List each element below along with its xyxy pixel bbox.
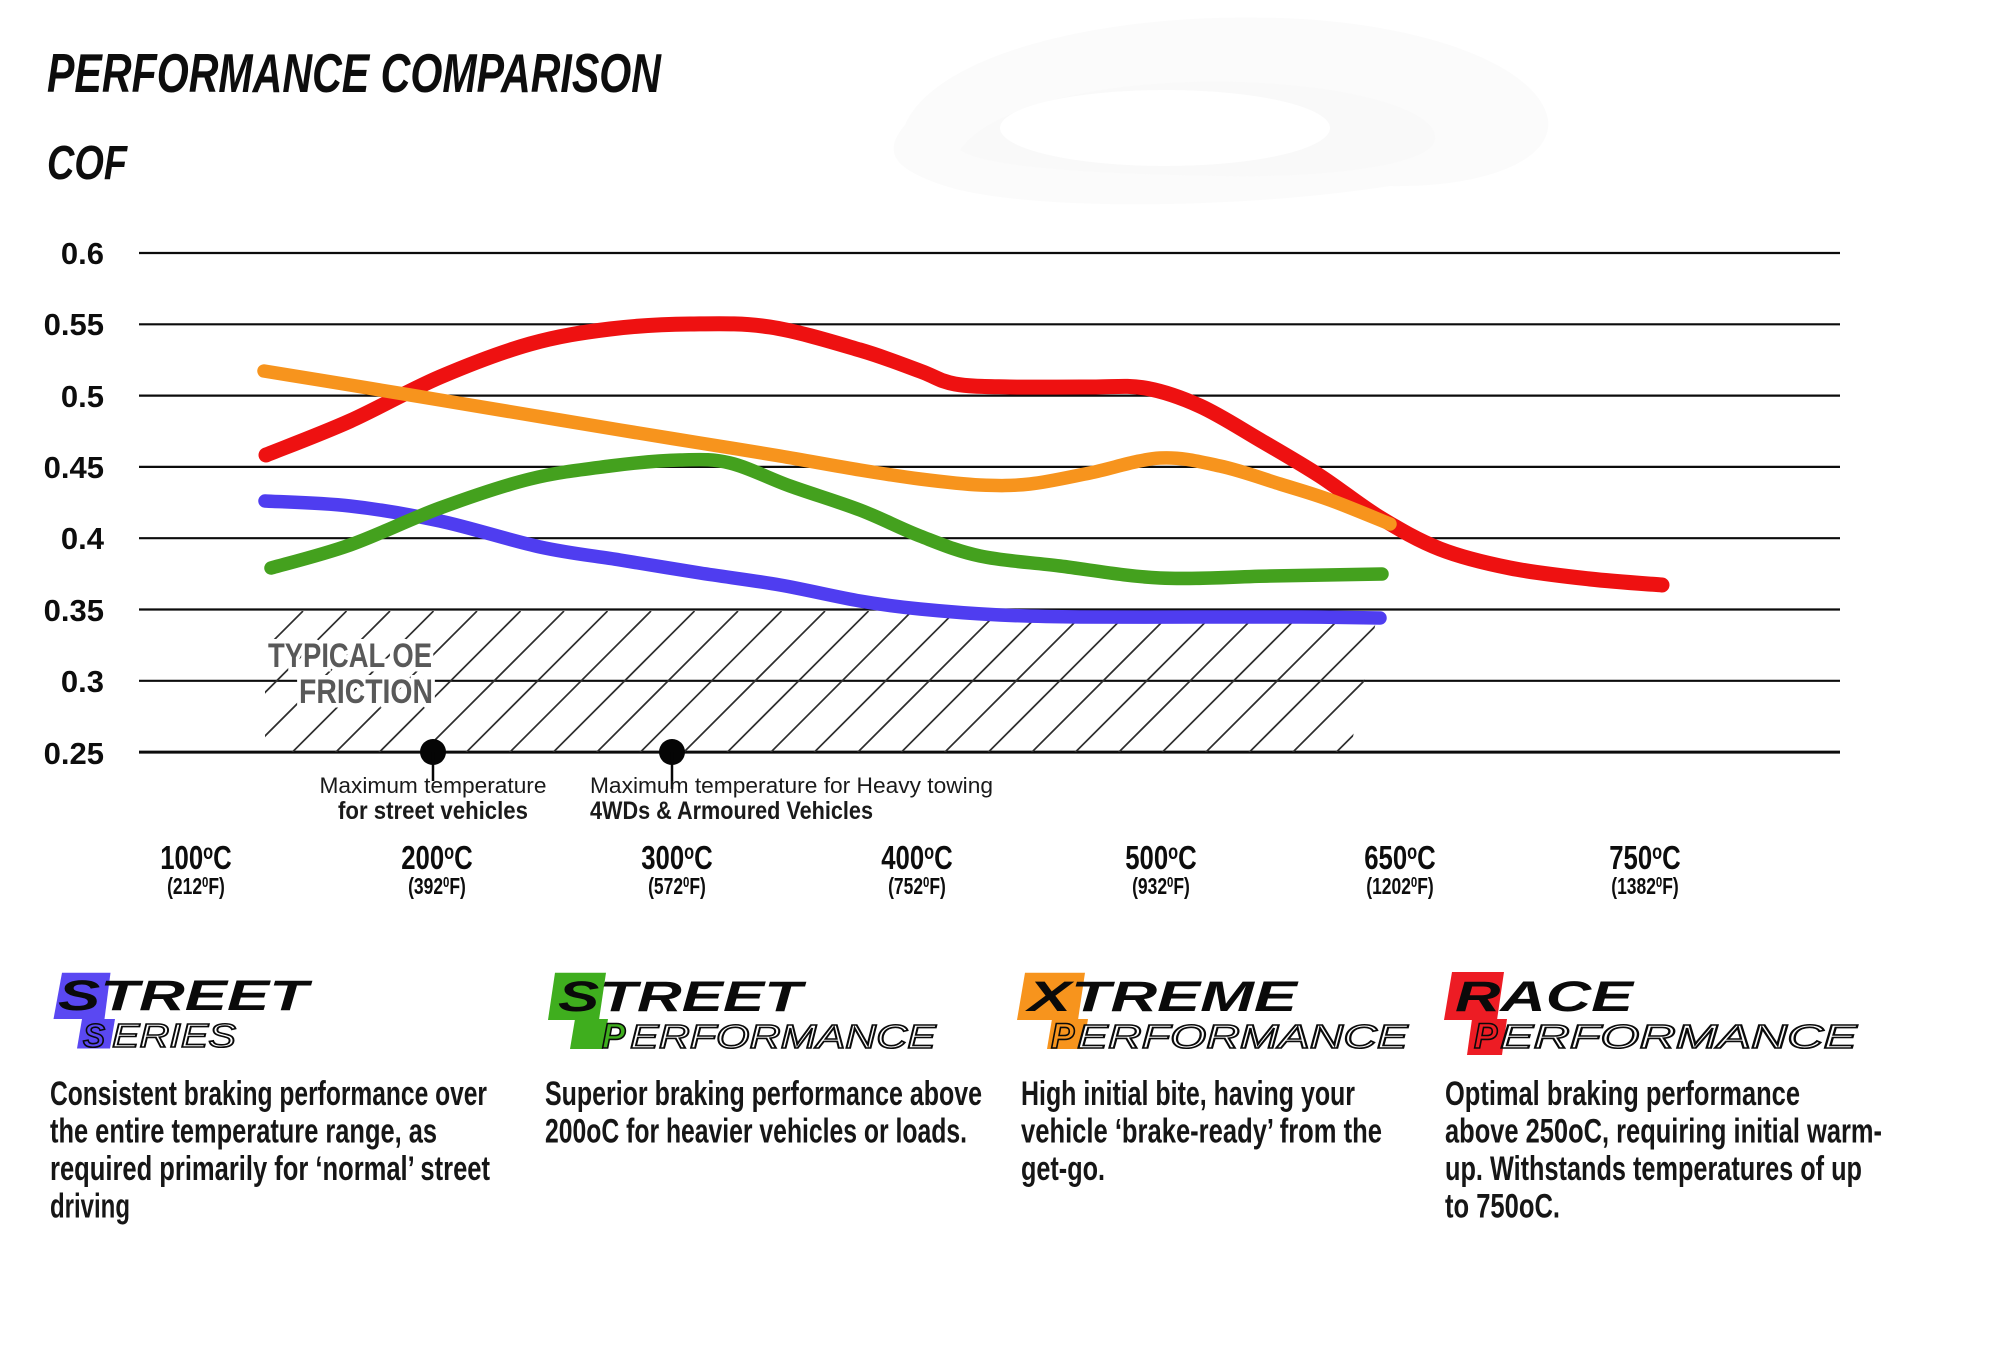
svg-text:0.3: 0.3 — [61, 664, 104, 699]
svg-text:(5720F): (5720F) — [648, 873, 706, 899]
svg-text:0.6: 0.6 — [61, 236, 104, 271]
svg-text:650oC: 650oC — [1364, 840, 1436, 877]
svg-text:100oC: 100oC — [160, 840, 232, 877]
svg-text:200oC for heavier vehicles or: 200oC for heavier vehicles or loads. — [545, 1113, 967, 1151]
svg-text:200oC: 200oC — [401, 840, 473, 877]
svg-text:required primarily for ‘normal: required primarily for ‘normal’ street — [50, 1150, 490, 1188]
svg-text:RACE: RACE — [1455, 973, 1635, 1021]
svg-text:Superior braking performance a: Superior braking performance above — [545, 1075, 982, 1113]
svg-text:P: P — [1051, 1017, 1075, 1056]
svg-text:vehicle ‘brake-ready’ from the: vehicle ‘brake-ready’ from the — [1021, 1113, 1382, 1151]
svg-text:300oC: 300oC — [641, 840, 713, 877]
svg-text:STREET: STREET — [58, 972, 313, 1020]
svg-text:750oC: 750oC — [1609, 840, 1681, 877]
svg-text:get-go.: get-go. — [1021, 1150, 1105, 1188]
svg-text:High initial bite, having your: High initial bite, having your — [1021, 1075, 1355, 1113]
svg-text:ERFORMANCE: ERFORMANCE — [630, 1018, 937, 1055]
svg-text:S: S — [83, 1017, 105, 1054]
svg-text:XTREME: XTREME — [1025, 973, 1299, 1021]
svg-text:(3920F): (3920F) — [408, 873, 466, 899]
svg-text:(9320F): (9320F) — [1132, 873, 1190, 899]
svg-text:0.45: 0.45 — [44, 450, 104, 485]
svg-text:P: P — [1474, 1017, 1498, 1056]
svg-text:Maximum temperature for Heavy: Maximum temperature for Heavy towing — [590, 773, 993, 798]
svg-text:0.35: 0.35 — [44, 593, 104, 628]
svg-text:0.5: 0.5 — [61, 379, 104, 414]
svg-text:to 750oC.: to 750oC. — [1445, 1188, 1560, 1226]
svg-text:4WDs & Armoured Vehicles: 4WDs & Armoured Vehicles — [590, 797, 873, 825]
svg-text:PERFORMANCE COMPARISON: PERFORMANCE COMPARISON — [47, 42, 662, 104]
svg-text:TYPICAL OE: TYPICAL OE — [268, 637, 432, 675]
svg-text:0.25: 0.25 — [44, 736, 104, 771]
svg-text:ERFORMANCE: ERFORMANCE — [1077, 1018, 1409, 1055]
svg-text:ERFORMANCE: ERFORMANCE — [1500, 1018, 1858, 1055]
svg-text:Optimal braking performance: Optimal braking performance — [1445, 1075, 1800, 1113]
svg-text:(2120F): (2120F) — [167, 873, 225, 899]
svg-text:up. Withstands temperatures of: up. Withstands temperatures of up — [1445, 1150, 1862, 1188]
svg-text:for street vehicles: for street vehicles — [338, 797, 528, 825]
svg-text:0.55: 0.55 — [44, 307, 104, 342]
svg-text:Maximum temperature: Maximum temperature — [320, 773, 547, 798]
svg-text:(12020F): (12020F) — [1366, 873, 1433, 899]
svg-text:ERIES: ERIES — [112, 1017, 236, 1054]
svg-text:500oC: 500oC — [1125, 840, 1197, 877]
svg-text:COF: COF — [47, 137, 128, 190]
svg-text:STREET: STREET — [558, 973, 807, 1021]
svg-text:0.4: 0.4 — [61, 521, 105, 556]
svg-text:400oC: 400oC — [881, 840, 953, 877]
svg-text:(7520F): (7520F) — [888, 873, 946, 899]
svg-text:FRICTION: FRICTION — [299, 673, 433, 711]
svg-text:P: P — [602, 1017, 626, 1056]
svg-text:above 250oC, requiring initial: above 250oC, requiring initial warm- — [1445, 1113, 1882, 1151]
svg-text:driving: driving — [50, 1188, 130, 1226]
svg-text:(13820F): (13820F) — [1611, 873, 1678, 899]
svg-text:Consistent braking performance: Consistent braking performance over — [50, 1075, 487, 1113]
svg-text:the entire temperature range,: the entire temperature range, as — [50, 1113, 437, 1151]
